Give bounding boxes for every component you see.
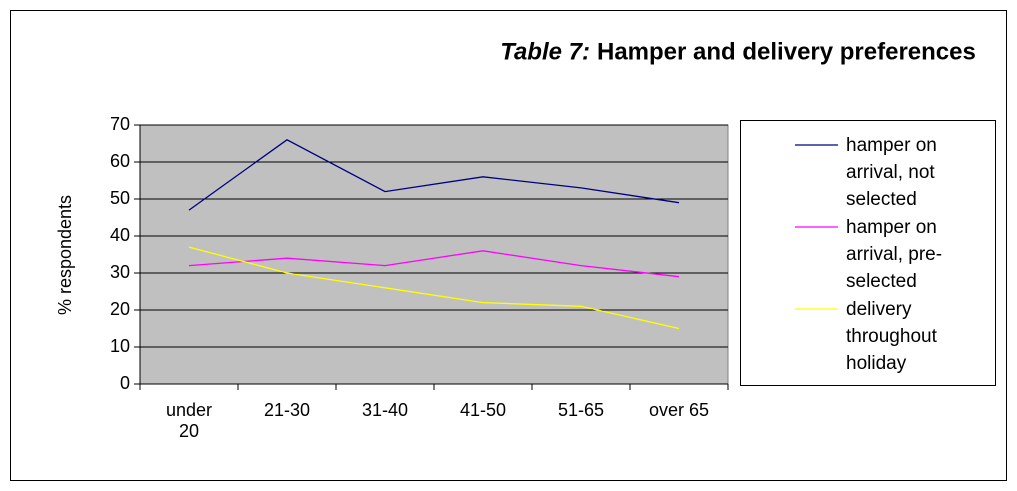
x-tick-label-box: 31-40 — [361, 400, 409, 420]
legend-text-box: delivery throughout holiday — [846, 299, 937, 374]
x-tick-label: under 20 — [165, 400, 213, 441]
legend-box — [740, 120, 996, 386]
x-tick-label-box: 41-50 — [459, 400, 507, 420]
y-tick-label: 0 — [120, 373, 130, 393]
y-tick-label: 50 — [110, 188, 130, 208]
plot-area — [139, 124, 729, 385]
legend-label: hamper on arrival, not selected — [846, 135, 937, 210]
x-tick-label-box: over 65 — [648, 400, 710, 420]
y-tick-label: 10 — [110, 336, 130, 356]
y-tick-label: 30 — [110, 262, 130, 282]
legend-label: delivery throughout holiday — [846, 299, 937, 374]
x-tick-label: over 65 — [648, 400, 710, 420]
legend-text-box: hamper on arrival, not selected — [846, 135, 937, 210]
x-tick-label: 41-50 — [459, 400, 507, 420]
x-tick-label-box: 21-30 — [263, 400, 311, 420]
y-tick-label: 40 — [110, 225, 130, 245]
title-prefix: Table 7: — [500, 38, 590, 65]
x-tick-label: 21-30 — [263, 400, 311, 420]
y-tick-label: 20 — [110, 299, 130, 319]
x-tick-label: 51-65 — [557, 400, 605, 420]
series-line — [188, 246, 680, 330]
x-tick-label-box: 51-65 — [557, 400, 605, 420]
y-tick-label: 70 — [110, 114, 130, 134]
x-tick-label-box: under 20 — [165, 400, 213, 441]
series-line — [188, 139, 680, 211]
chart-title: Hamper and delivery preferences — [597, 38, 976, 65]
legend-text-box: hamper on arrival, pre-selected — [846, 217, 943, 292]
series-line — [188, 250, 680, 278]
y-axis-label: % respondents — [55, 195, 75, 315]
x-tick-label: 31-40 — [361, 400, 409, 420]
y-tick-label: 60 — [110, 151, 130, 171]
legend-label: hamper on arrival, pre-selected — [846, 217, 943, 292]
